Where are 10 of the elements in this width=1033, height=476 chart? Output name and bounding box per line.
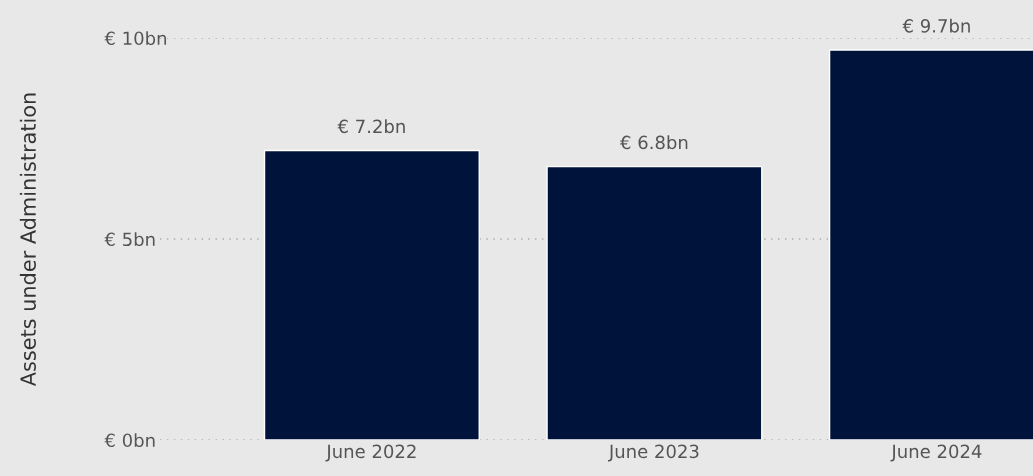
y-tick-label: € 0bn <box>104 433 155 448</box>
data-label: € 7.2bn <box>337 119 405 134</box>
x-tick-label: June 2024 <box>890 444 982 462</box>
x-tick-label: June 2022 <box>325 444 416 462</box>
y-tick-label: € 10bn <box>104 31 167 46</box>
y-tick-label: € 5bn <box>104 232 155 247</box>
y-axis-title: Assets under Administration <box>19 93 36 387</box>
data-label: € 9.7bn <box>902 18 970 33</box>
data-label: € 6.8bn <box>619 135 688 150</box>
x-tick-label: June 2023 <box>607 444 699 462</box>
